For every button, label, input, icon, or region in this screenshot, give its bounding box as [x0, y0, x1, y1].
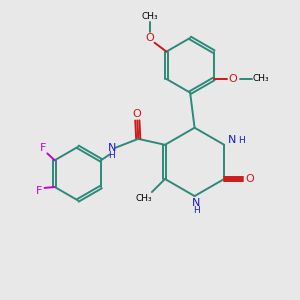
Text: H: H [238, 136, 245, 146]
Text: N: N [192, 198, 200, 208]
Text: H: H [193, 206, 200, 214]
Text: CH₃: CH₃ [252, 74, 269, 83]
Text: CH₃: CH₃ [142, 12, 158, 21]
Text: H: H [108, 151, 115, 160]
Text: O: O [146, 33, 154, 43]
Text: CH₃: CH₃ [136, 194, 152, 203]
Text: O: O [245, 174, 254, 184]
Text: F: F [36, 187, 43, 196]
Text: O: O [132, 110, 141, 119]
Text: N: N [108, 143, 116, 153]
Text: F: F [40, 143, 46, 153]
Text: O: O [229, 74, 238, 84]
Text: N: N [228, 135, 237, 145]
